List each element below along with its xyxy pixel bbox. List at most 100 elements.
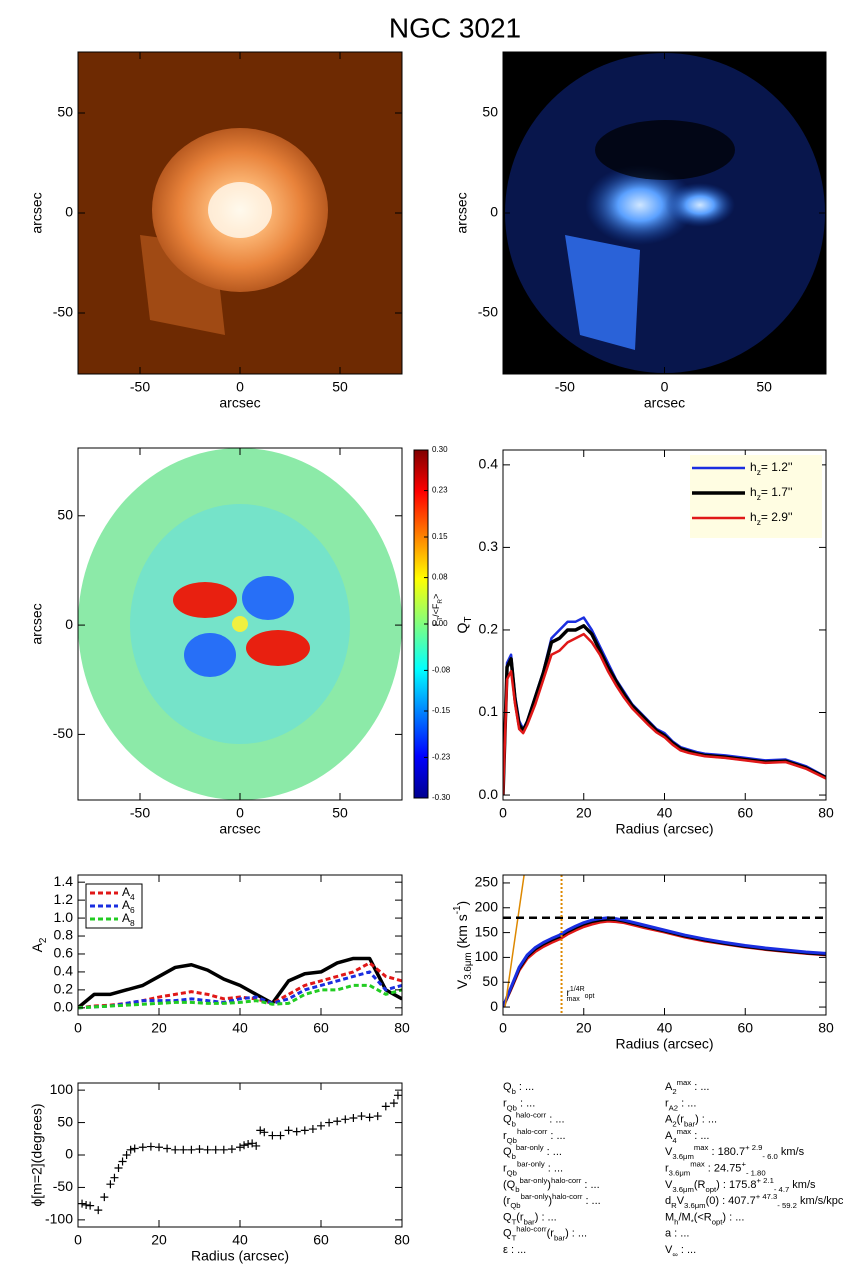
figure-title: NGC 3021 <box>389 12 521 43</box>
parameter-sub: ∞ <box>672 1250 677 1259</box>
parameter: V3.6μm(Ropt) : 175.8+ 2.1- 4.7 km/s <box>665 1175 816 1193</box>
x-tick-label: 40 <box>657 1020 673 1036</box>
y-axis-label: QT <box>454 617 474 634</box>
series-line <box>78 956 402 1010</box>
x-tick-label: 0 <box>499 805 507 821</box>
point <box>357 1112 366 1121</box>
point <box>86 1201 95 1210</box>
parameter-sub: Qb <box>510 1201 520 1210</box>
blue-image <box>503 52 826 374</box>
parameter-sub: b <box>512 1152 516 1161</box>
legend-label-part: A <box>122 898 130 912</box>
point <box>82 1200 91 1209</box>
parameter-sub: Qb <box>507 1135 517 1144</box>
parameter-part: : 24.75 <box>705 1162 742 1174</box>
y-tick-label: 0 <box>65 1146 73 1162</box>
x-tick-label: 50 <box>332 379 348 395</box>
y-tick-label: 0.3 <box>479 538 499 554</box>
x-axis-label: arcsec <box>644 395 685 411</box>
y-tick-label: 0.1 <box>479 703 499 719</box>
parameter-sub: T <box>512 1233 517 1242</box>
legend-label-part: h <box>750 510 757 524</box>
parameter: (rQbbar-only)halo-corr : ... <box>503 1192 601 1210</box>
parameter: A2max : ... <box>665 1078 710 1096</box>
parameter: r3.6μmmax : 24.75+- 1.80 <box>665 1159 766 1177</box>
parameter-part: : ... <box>547 1130 565 1142</box>
parameter-part: km/s/kpc <box>797 1195 844 1207</box>
point <box>365 1113 374 1122</box>
parameter-sub: bar <box>684 1119 696 1128</box>
y-tick-label: -50 <box>53 304 73 320</box>
y-tick-label: 100 <box>475 948 499 964</box>
parameter-sub: R <box>671 1201 677 1210</box>
legend-label: hz= 2.9'' <box>750 510 792 527</box>
point <box>106 1180 115 1189</box>
parameter-part: V <box>665 1179 673 1191</box>
point <box>389 1099 398 1108</box>
y-tick-label: 0.4 <box>479 456 499 472</box>
parameter-part: : ... <box>678 1097 696 1109</box>
plot-area <box>503 616 826 796</box>
parameter-part: (r <box>503 1195 511 1207</box>
y-tick-label: 0.0 <box>479 786 499 802</box>
parameter-sub: h <box>674 1217 678 1226</box>
legend-label-part: = 1.2'' <box>761 460 793 474</box>
legend-label: A6 <box>122 898 135 915</box>
parameter-part: (<R <box>694 1211 712 1223</box>
series-line <box>503 916 826 1008</box>
point <box>373 1112 382 1121</box>
parameter-sub: opt <box>712 1217 724 1226</box>
legend-label-sub: z <box>757 517 761 527</box>
x-axis-label: Radius (arcsec) <box>191 1248 289 1264</box>
y-tick-label: 0.2 <box>479 621 499 637</box>
point <box>349 1114 358 1123</box>
parameter-sub: * <box>691 1217 694 1226</box>
legend-label-part: h <box>750 460 757 474</box>
parameter-part: ε : ... <box>503 1244 526 1256</box>
y-tick-label: 0 <box>65 616 73 632</box>
parameter: A4max : ... <box>665 1126 710 1144</box>
x-tick-label: 40 <box>232 1232 248 1248</box>
point <box>308 1125 317 1134</box>
y-axis-label: arcsec <box>29 192 45 233</box>
point <box>244 1139 253 1148</box>
parameter-sub: - 6.0 <box>762 1152 777 1161</box>
parameter-sub: b <box>515 1184 519 1193</box>
parameter-part: A <box>665 1130 673 1142</box>
parameter-part: (r <box>547 1228 555 1240</box>
parameter-sub: - 59.2 <box>777 1201 797 1210</box>
point <box>325 1118 334 1127</box>
parameter-sub: 3.6μm <box>672 1184 694 1193</box>
y-tick-label: 50 <box>482 973 498 989</box>
x-tick-label: 0 <box>499 1020 507 1036</box>
parameter-sub: b <box>512 1087 516 1096</box>
parameter-sup: bar-only <box>517 1159 545 1168</box>
parameter: dRV3.6μm(0) : 407.7+ 47.3- 59.2 km/s/kpc <box>665 1192 844 1210</box>
series-line <box>503 624 826 796</box>
parameter: A2(rbar) : ... <box>665 1114 717 1129</box>
legend-label-part: = 2.9'' <box>761 510 793 524</box>
parameter-part: : ... <box>582 1195 600 1207</box>
colorbar-tick-label: -0.08 <box>432 666 451 675</box>
y-tick-label: 50 <box>482 104 498 120</box>
y-tick-label: 200 <box>475 898 499 914</box>
parameter-part: (r <box>516 1211 524 1223</box>
x-tick-label: 0 <box>236 379 244 395</box>
parameter-sup: halo-corr <box>551 1175 582 1184</box>
parameter-sup: max <box>677 1078 692 1087</box>
colorbar-tick-label: 0.08 <box>432 573 448 582</box>
y-tick-label: 50 <box>57 1113 73 1129</box>
point <box>126 1145 135 1154</box>
plot-area <box>78 956 402 1010</box>
point <box>256 1126 265 1135</box>
y-axis-label-part: A <box>29 942 45 952</box>
point <box>187 1145 196 1154</box>
parameter-part: /M <box>678 1211 690 1223</box>
x-tick-label: 0 <box>74 1232 82 1248</box>
parameter-part: km/s <box>778 1146 805 1158</box>
y-tick-label: -100 <box>45 1211 73 1227</box>
parameter-part: : ... <box>678 1244 696 1256</box>
point <box>155 1143 163 1152</box>
parameter-part: ) : ... <box>722 1211 744 1223</box>
y-axis-label-sup: -1 <box>452 906 463 915</box>
